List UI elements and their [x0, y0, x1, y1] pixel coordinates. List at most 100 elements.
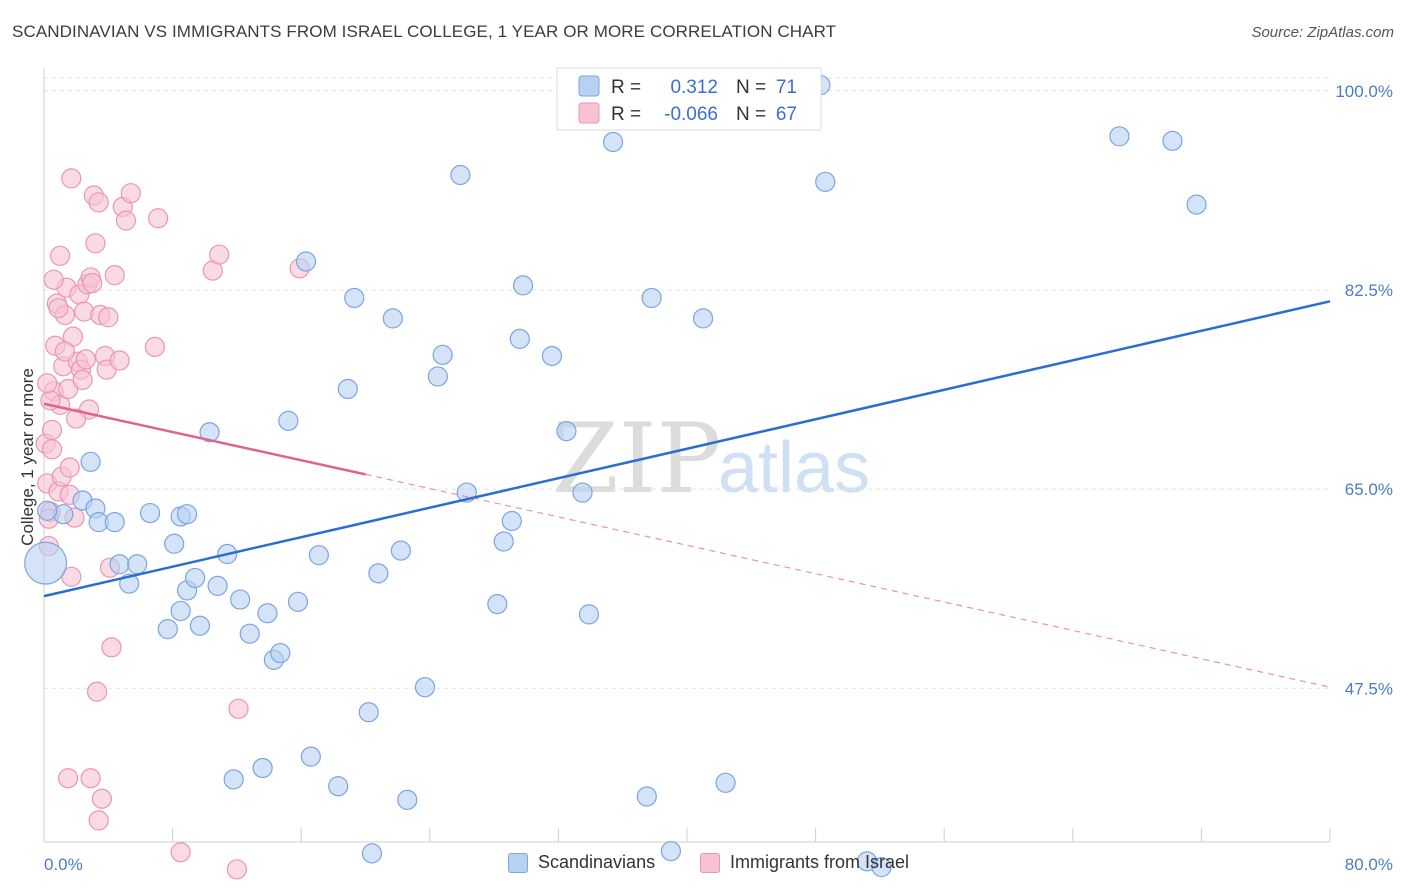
- point-israel-44: [104, 265, 125, 286]
- point-israel-51: [170, 842, 191, 863]
- point-scandinavians-61: [692, 308, 714, 329]
- point-scandinavians-67: [1109, 126, 1130, 147]
- point-scandinavians-53: [541, 345, 563, 367]
- point-scandinavians-56: [578, 604, 600, 625]
- point-scandinavians-69: [1186, 194, 1207, 215]
- point-israel-14: [58, 378, 79, 400]
- correlation-legend: R = 0.312 N = 71 R = -0.066 N = 67: [556, 67, 822, 131]
- point-israel-20: [61, 168, 82, 189]
- point-scandinavians-43: [414, 677, 436, 698]
- point-scandinavians-20: [207, 575, 228, 596]
- point-scandinavians-25: [252, 757, 273, 779]
- point-scandinavians-70: [37, 500, 58, 521]
- legend-swatch-blue: [578, 75, 600, 97]
- point-scandinavians-33: [308, 545, 329, 566]
- point-israel-26: [75, 349, 96, 370]
- point-israel-43: [101, 637, 122, 658]
- point-scandinavians-68: [1162, 130, 1183, 151]
- point-scandinavians-30: [287, 591, 309, 612]
- point-israel-38: [91, 788, 112, 809]
- point-scandinavians-22: [223, 769, 244, 790]
- point-israel-60: [43, 269, 64, 290]
- point-scandinavians-35: [337, 378, 358, 400]
- point-scandinavians-52: [512, 275, 534, 296]
- legend-label-israel: Immigrants from Israel: [730, 852, 910, 872]
- point-scandinavians-45: [432, 344, 453, 365]
- point-scandinavians-54: [556, 420, 577, 442]
- point-scandinavians-51: [509, 328, 530, 349]
- point-israel-31: [82, 273, 103, 294]
- point-scandinavians-28: [270, 642, 291, 664]
- point-scandinavians-46: [450, 164, 471, 186]
- point-scandinavians-19: [199, 422, 220, 443]
- legend-blue-n-value: 71: [776, 77, 797, 98]
- point-scandinavians-31: [295, 251, 317, 272]
- trendlines: [43, 300, 1331, 688]
- watermark-atlas: atlas: [718, 428, 870, 508]
- point-israel-66: [66, 408, 87, 429]
- legend-pink-r-label: R =: [611, 104, 641, 125]
- point-scandinavians-11: [164, 533, 185, 554]
- point-scandinavians-13: [176, 504, 198, 525]
- point-israel-41: [98, 307, 119, 328]
- point-scandinavians-38: [361, 843, 383, 864]
- x-tick-label-min: 0.0%: [44, 855, 83, 874]
- point-scandinavians-50: [501, 510, 522, 532]
- point-scandinavians-57: [602, 131, 624, 153]
- legend-blue-n-label: N =: [736, 77, 766, 98]
- x-axis-ticks: [43, 828, 1331, 842]
- point-scandinavians-26: [257, 603, 278, 624]
- point-scandinavians-15: [170, 600, 191, 622]
- point-israel-53: [209, 244, 230, 265]
- legend-label-scandinavians: Scandinavians: [538, 852, 656, 872]
- point-israel-34: [86, 681, 108, 702]
- legend-blue-r-value: 0.312: [670, 77, 718, 98]
- point-israel-61: [49, 245, 71, 266]
- legend-pink-r-value: -0.066: [664, 104, 718, 125]
- trendline-scandinavians: [43, 300, 1331, 598]
- point-scandinavians-40: [382, 308, 403, 329]
- point-scandinavians-32: [300, 746, 321, 767]
- legend-blue-r-label: R =: [611, 77, 641, 98]
- point-scandinavians-42: [397, 789, 418, 810]
- series-legend: Scandinavians Immigrants from Israel: [0, 852, 1406, 878]
- point-scandinavians-10: [139, 502, 161, 524]
- point-israel-64: [59, 457, 80, 478]
- point-scandinavians-34: [328, 776, 349, 797]
- point-israel-50: [148, 208, 169, 229]
- point-scandinavians-37: [358, 702, 379, 723]
- point-israel-58: [48, 298, 69, 319]
- y-tick-label-0: 100.0%: [1335, 82, 1393, 101]
- point-scandinavians-6: [104, 512, 125, 533]
- point-scandinavians-49: [493, 531, 514, 552]
- point-israel-54: [226, 859, 247, 880]
- point-scandinavians-59: [641, 287, 662, 309]
- point-israel-19: [58, 768, 79, 789]
- point-scandinavians-60: [660, 841, 682, 862]
- point-scandinavians-23: [230, 589, 251, 610]
- point-israel-47: [115, 210, 137, 231]
- point-israel-62: [37, 373, 58, 394]
- legend-pink-n-label: N =: [736, 104, 766, 125]
- point-israel-63: [41, 439, 63, 460]
- point-scandinavians-8: [109, 554, 130, 575]
- point-scandinavians-9: [127, 554, 148, 575]
- legend-item-scandinavians: Scandinavians: [508, 852, 655, 873]
- point-scandinavians-58: [636, 786, 657, 807]
- point-israel-33: [85, 233, 106, 254]
- point-scandinavians-18: [189, 615, 211, 636]
- point-israel-30: [80, 768, 101, 789]
- point-israel-55: [228, 698, 249, 719]
- legend-box: [556, 67, 822, 131]
- point-scandinavians-48: [487, 594, 508, 615]
- point-scandinavians-17: [185, 567, 206, 589]
- legend-swatch-israel: [700, 852, 720, 873]
- point-scandinavians-66: [871, 856, 892, 878]
- point-scandinavians-39: [368, 563, 389, 584]
- point-scandinavians-55: [572, 482, 593, 503]
- point-scandinavians-24: [239, 623, 260, 644]
- point-scandinavians-36: [344, 287, 365, 309]
- point-israel-4: [41, 419, 63, 441]
- point-israel-35: [88, 192, 109, 213]
